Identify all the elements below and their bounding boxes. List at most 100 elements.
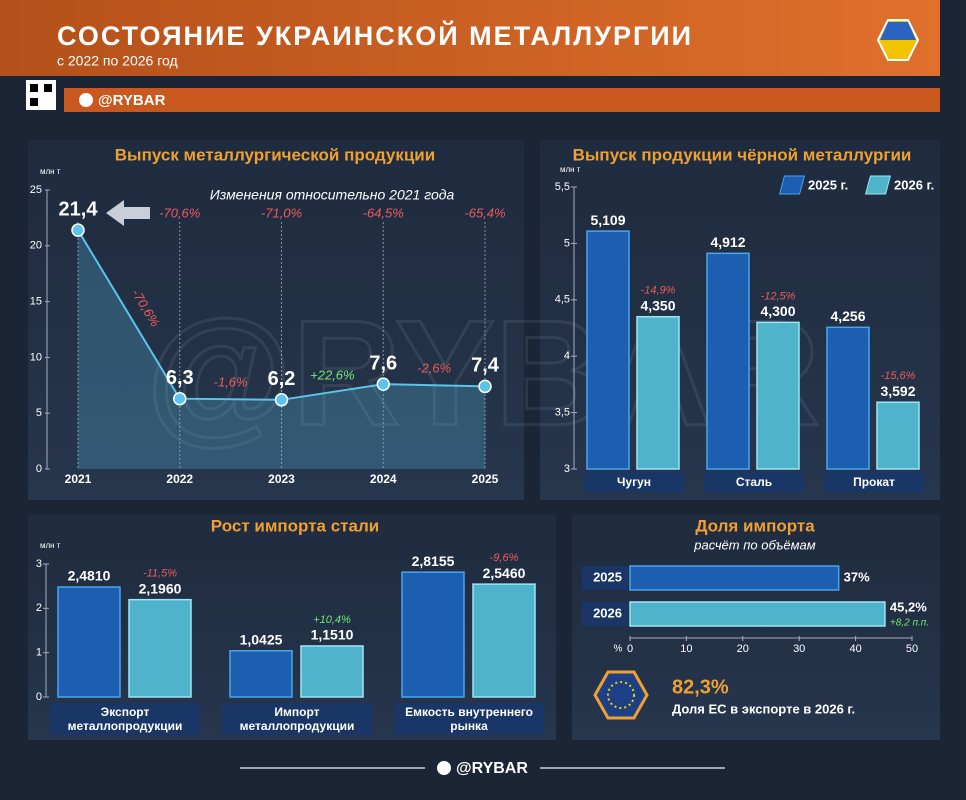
telegram-icon bbox=[437, 761, 451, 775]
y-tick-label: 1 bbox=[36, 647, 42, 659]
change-label: -71,0% bbox=[261, 205, 302, 220]
brand: @RYBAR bbox=[98, 92, 166, 109]
value-label: 45,2% bbox=[890, 599, 927, 614]
x-tick-label: 40 bbox=[849, 643, 861, 655]
y-tick-label: 4 bbox=[564, 350, 570, 362]
point bbox=[71, 223, 85, 237]
brand-strip bbox=[64, 88, 940, 112]
category-label-box: Прокат bbox=[853, 475, 895, 489]
bar bbox=[128, 598, 192, 698]
value-label: 2,5460 bbox=[483, 565, 526, 581]
arrow bbox=[106, 200, 150, 226]
change-label: -15,6% bbox=[881, 370, 916, 382]
category-box bbox=[584, 472, 684, 492]
value-label: 1,0425 bbox=[240, 631, 283, 647]
value-label: 21,4 bbox=[59, 198, 99, 220]
value-label: 6,3 bbox=[166, 367, 194, 389]
change-label: +22,6% bbox=[310, 367, 354, 382]
y-tick-label: 0 bbox=[36, 691, 42, 703]
bar bbox=[629, 601, 886, 627]
category-label-box: Сталь bbox=[735, 475, 773, 489]
category-label-box: Экспорт металлопродукции bbox=[67, 705, 183, 733]
y-tick-label: 0 bbox=[36, 463, 42, 475]
telegram-icon bbox=[79, 93, 93, 107]
value-label: 1,1510 bbox=[311, 627, 354, 643]
x-tick-label: 10 bbox=[680, 643, 692, 655]
legend-label: 2025 г. bbox=[808, 177, 848, 192]
point bbox=[274, 393, 289, 407]
qr-mark bbox=[30, 98, 38, 106]
legend-swatch bbox=[864, 175, 892, 195]
change-label: -65,4% bbox=[464, 205, 505, 220]
bar bbox=[636, 315, 680, 470]
area bbox=[78, 230, 485, 469]
bar bbox=[586, 230, 630, 470]
flag-blue bbox=[880, 22, 916, 40]
category-box bbox=[50, 703, 200, 735]
legend-swatch bbox=[778, 175, 806, 195]
bar bbox=[706, 252, 750, 470]
value-label: 4,256 bbox=[830, 308, 865, 324]
qr-mark bbox=[44, 84, 52, 92]
value-label: 4,912 bbox=[710, 234, 745, 250]
x-tick-label: 2021 bbox=[65, 472, 92, 486]
y-tick-label: 5,5 bbox=[555, 181, 570, 193]
bar bbox=[300, 645, 364, 698]
category-box bbox=[582, 566, 628, 590]
y-tick-label: 3 bbox=[564, 463, 570, 475]
eu-share-label: Доля ЕС в экспорте в 2026 г. bbox=[672, 701, 855, 716]
eu-icon bbox=[593, 670, 649, 720]
value-label: 2,4810 bbox=[68, 568, 111, 584]
change-label: -9,6% bbox=[490, 552, 519, 564]
chart-subtitle: расчёт по объёмам bbox=[693, 537, 815, 552]
value-label: 37% bbox=[844, 569, 870, 584]
page-subtitle: с 2022 по 2026 год bbox=[57, 53, 178, 69]
footer-brand: @RYBAR bbox=[456, 760, 528, 777]
y-tick-label: 3 bbox=[36, 558, 42, 570]
page-title: СОСТОЯНИЕ УКРАИНСКОЙ МЕТАЛЛУРГИИ bbox=[57, 20, 693, 51]
annotation: Изменения относительно 2021 года bbox=[210, 187, 455, 203]
x-tick-label: Импорт металлопродукции bbox=[239, 705, 355, 733]
bar bbox=[629, 565, 840, 591]
x-tick-label: Чугун bbox=[616, 475, 652, 489]
x-tick-label: 0 bbox=[627, 643, 633, 655]
category-box bbox=[704, 472, 804, 492]
y-tick-label: 2026 bbox=[593, 605, 622, 620]
value-label: 3,592 bbox=[880, 383, 915, 399]
x-tick-label: 50 bbox=[906, 643, 918, 655]
change-label: -1,6% bbox=[214, 375, 248, 390]
change-label: -64,5% bbox=[363, 205, 404, 220]
panel bbox=[28, 140, 524, 500]
change-label: +10,4% bbox=[313, 614, 351, 626]
value-label: 4,350 bbox=[640, 297, 675, 313]
x-tick-label: 2023 bbox=[268, 472, 295, 486]
x-tick-label: 20 bbox=[737, 643, 749, 655]
legend-label: 2026 г. bbox=[894, 177, 934, 192]
value-label: 2,1960 bbox=[139, 580, 182, 596]
x-tick-label: Сталь bbox=[735, 475, 773, 489]
y-axis-label: млн т bbox=[560, 165, 581, 174]
y-tick-label: 3,5 bbox=[555, 407, 570, 419]
category-box bbox=[222, 703, 372, 735]
category-label-box: Чугун bbox=[616, 475, 652, 489]
y-tick-label: 4,5 bbox=[555, 294, 570, 306]
category-label-box: Импорт металлопродукции bbox=[239, 705, 355, 733]
point bbox=[376, 377, 390, 391]
y-tick-label: 2025 bbox=[593, 569, 622, 584]
bar bbox=[826, 326, 870, 470]
bar bbox=[229, 650, 293, 698]
y-tick-label: 20 bbox=[30, 240, 42, 252]
y-tick-label: 10 bbox=[30, 351, 42, 363]
x-tick-label: 2022 bbox=[166, 472, 193, 486]
chart-title: Рост импорта стали bbox=[211, 516, 379, 535]
category-box bbox=[394, 703, 544, 735]
change-label: -70,6% bbox=[159, 205, 200, 220]
x-tick-label: 2024 bbox=[370, 472, 397, 486]
category-box bbox=[582, 602, 628, 626]
change-label: -12,5% bbox=[761, 290, 796, 302]
value-label: 2,8155 bbox=[412, 553, 455, 569]
y-tick-label: 2 bbox=[36, 602, 42, 614]
x-tick-label: Экспорт металлопродукции bbox=[67, 705, 183, 733]
x-tick-label: Прокат bbox=[853, 475, 895, 489]
